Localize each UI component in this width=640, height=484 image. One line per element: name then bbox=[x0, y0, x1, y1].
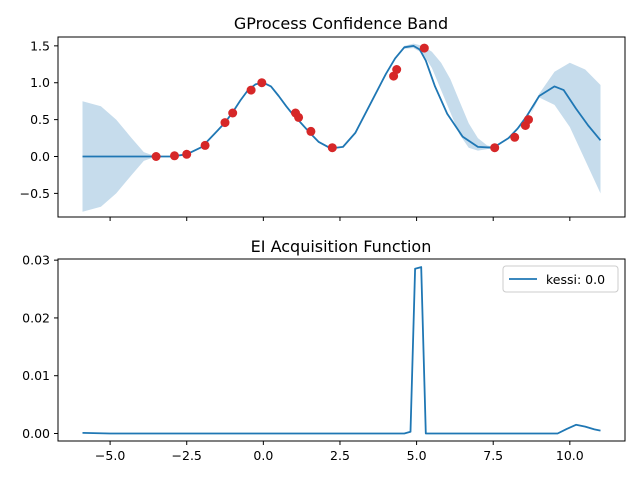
ei-line bbox=[82, 266, 601, 435]
observation-point bbox=[510, 132, 520, 142]
x-tick-label: 2.5 bbox=[330, 448, 350, 463]
observation-point bbox=[490, 143, 500, 153]
ei-panel: EI Acquisition Function 0.00 0.01 0.02 0.03… bbox=[22, 237, 626, 463]
gp-chart-title: GProcess Confidence Band bbox=[234, 14, 448, 33]
observation-point bbox=[246, 85, 256, 95]
observation-point bbox=[182, 149, 192, 159]
observation-point bbox=[306, 126, 316, 136]
observation-point bbox=[327, 143, 337, 153]
y-tick-label: 1.0 bbox=[30, 75, 50, 90]
y-tick-label: 0.00 bbox=[22, 426, 50, 441]
observation-point bbox=[392, 65, 402, 74]
observation-point bbox=[257, 78, 267, 88]
legend-label: kessi: 0.0 bbox=[546, 272, 605, 287]
y-tick-label: 1.5 bbox=[30, 38, 50, 53]
ei-axes-frame bbox=[57, 258, 626, 442]
legend-box bbox=[502, 265, 619, 293]
y-tick-label: 0.02 bbox=[22, 310, 50, 325]
observation-point bbox=[151, 152, 161, 161]
x-tick-label: −2.5 bbox=[172, 448, 202, 463]
gp-panel: GProcess Confidence Band −0.5 0.0 0.5 1.0 1.… bbox=[20, 14, 626, 221]
observation-point bbox=[524, 115, 533, 125]
ei-chart-title: EI Acquisition Function bbox=[251, 237, 432, 256]
observation-point bbox=[228, 108, 238, 118]
x-tick-label: 0.0 bbox=[253, 448, 273, 463]
y-tick-label: 0.0 bbox=[30, 149, 50, 164]
y-tick-label: 0.03 bbox=[22, 253, 50, 268]
x-tick-label: −5.0 bbox=[95, 448, 125, 463]
observation-point bbox=[170, 151, 179, 161]
x-tick-label: 10.0 bbox=[556, 448, 584, 463]
x-tick-label: 5.0 bbox=[407, 448, 427, 463]
gp-axes-frame bbox=[57, 36, 626, 218]
y-tick-label: −0.5 bbox=[20, 186, 50, 201]
observation-point bbox=[220, 118, 230, 128]
observation-point bbox=[419, 43, 429, 53]
x-tick-label: 7.5 bbox=[483, 448, 503, 463]
observation-point bbox=[200, 140, 210, 150]
y-tick-label: 0.5 bbox=[30, 112, 50, 127]
observation-point bbox=[294, 112, 304, 122]
y-tick-label: 0.01 bbox=[22, 368, 50, 383]
ei-legend: kessi: 0.0 bbox=[502, 265, 619, 293]
